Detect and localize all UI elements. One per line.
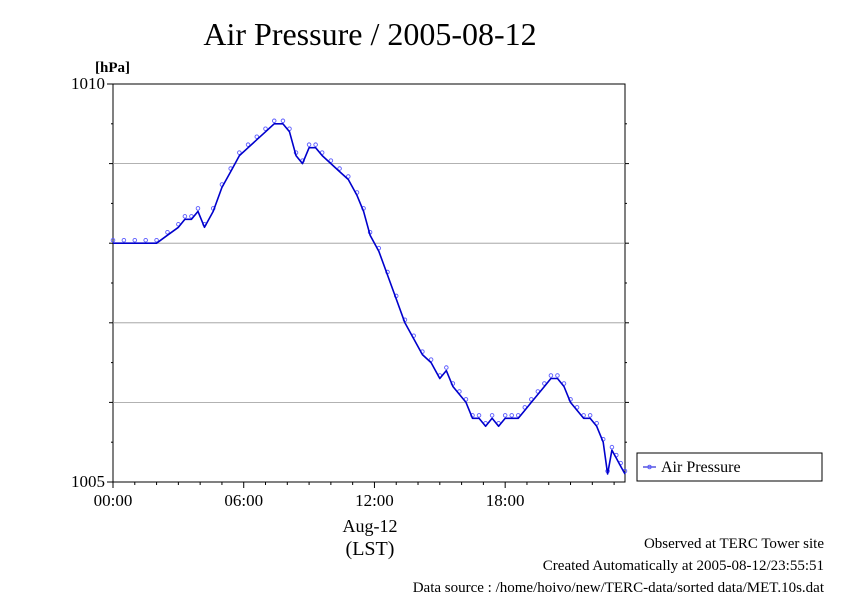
data-point <box>182 214 188 219</box>
data-point <box>502 413 508 418</box>
data-point <box>346 174 351 179</box>
x-tick-label-00:00: 00:00 <box>94 491 133 510</box>
data-point <box>143 237 148 243</box>
series-line-air-pressure <box>113 123 626 475</box>
data-point <box>132 237 138 243</box>
data-point <box>337 166 342 171</box>
footer-data-source: Data source : /home/hoivo/new/TERC-data/… <box>412 580 824 596</box>
x-tick-label-06:00: 06:00 <box>224 491 263 510</box>
footer-created-timestamp: Created Automatically at 2005-08-12/23:5… <box>542 558 824 574</box>
data-point <box>587 413 593 418</box>
x-axis-date-label: Aug-12 <box>343 516 398 536</box>
data-point <box>489 413 495 418</box>
data-point <box>237 150 242 155</box>
x-tick-label-12:00: 12:00 <box>355 491 394 510</box>
plot-area-frame <box>112 83 626 483</box>
chart-title: Air Pressure / 2005-08-12 <box>203 16 536 52</box>
data-point <box>245 142 251 147</box>
data-point <box>263 126 268 132</box>
x-tick-label-18:00: 18:00 <box>486 491 525 510</box>
data-point <box>306 142 312 147</box>
data-point <box>476 413 482 418</box>
data-point <box>328 158 334 163</box>
legend-marker-swatch <box>647 464 652 470</box>
data-point <box>548 373 554 378</box>
data-point <box>254 134 260 139</box>
legend: Air Pressure <box>636 452 823 482</box>
data-point <box>154 237 159 243</box>
legend-label-air-pressure: Air Pressure <box>661 459 741 476</box>
x-axis-label: (LST) <box>346 538 395 560</box>
y-tick-label-1010: 1010 <box>71 74 105 93</box>
y-tick-label-1005: 1005 <box>71 472 105 491</box>
data-point <box>609 444 615 450</box>
data-point <box>509 413 514 418</box>
data-point <box>121 237 127 243</box>
data-point <box>428 357 434 362</box>
data-point <box>165 229 170 235</box>
footer-observed-site: Observed at TERC Tower site <box>643 536 824 552</box>
data-point <box>195 206 201 211</box>
data-point <box>280 118 286 124</box>
data-point <box>555 373 560 378</box>
legend-box <box>636 452 823 482</box>
data-point <box>313 142 318 147</box>
data-point <box>444 365 449 370</box>
y-axis-unit-label: [hPa] <box>95 60 130 76</box>
data-point <box>110 237 116 243</box>
data-point <box>271 118 277 124</box>
